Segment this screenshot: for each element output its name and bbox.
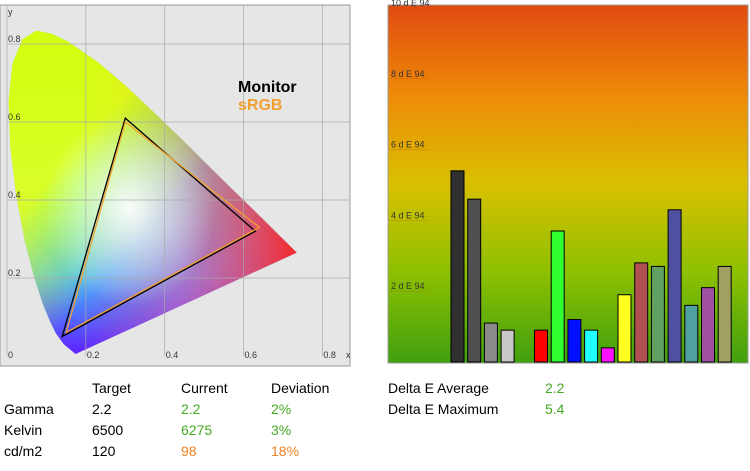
x-tick-label: 0 (8, 350, 13, 360)
y-tick-label: 6 d E 94 (391, 140, 425, 150)
bar (684, 304, 699, 363)
bar (617, 294, 632, 363)
delta-e-chart: 2 d E 94 4 d E 94 6 d E 94 8 d E 94 10 d E 9… (389, 0, 732, 363)
gamut-triangle (65, 120, 261, 334)
cell: 3% (271, 422, 291, 438)
y-tick-label: 0.2 (8, 268, 21, 278)
y-tick-label: 0.4 (8, 190, 21, 200)
row-label: Kelvin (4, 422, 42, 438)
column-header: Target (92, 380, 131, 396)
x-tick-label: 0.6 (245, 350, 258, 360)
y-tick-label: 10 d E 94 (391, 0, 430, 8)
cell: 6275 (181, 422, 212, 438)
cell: 98 (181, 443, 197, 459)
bar (701, 287, 715, 363)
y-tick-label: 0.8 (8, 34, 21, 44)
bar (550, 230, 565, 363)
summary-label: Delta E Maximum (388, 401, 498, 417)
cell: 120 (92, 443, 116, 459)
cell: 2% (271, 401, 291, 417)
y-tick-label: 2 d E 94 (391, 281, 425, 291)
x-tick-label: 0.4 (166, 350, 179, 360)
y-tick-label: 0.6 (8, 112, 21, 122)
row-label: cd/m2 (4, 443, 42, 459)
legend-entry: Monitor (238, 79, 297, 96)
bar (567, 319, 582, 363)
gamut-triangle (61, 116, 257, 338)
y-axis-label: y (8, 7, 13, 17)
x-tick-label: 0.8 (323, 350, 336, 360)
summary-label: Delta E Average (388, 380, 489, 396)
legend-entry: sRGB (238, 97, 282, 114)
results: Target Current Deviation Gamma 2.2 2.2 2% Kelvi… (4, 380, 565, 459)
cell: 2.2 (92, 401, 112, 417)
delta-e-panel (387, 4, 749, 364)
bar (450, 170, 465, 363)
x-axis-label: x (346, 350, 351, 360)
cell: 2.2 (181, 401, 201, 417)
summary-value: 2.2 (545, 380, 565, 396)
row-label: Gamma (4, 401, 54, 417)
bar (534, 329, 548, 363)
column-header: Deviation (271, 380, 329, 396)
cell: 6500 (92, 422, 123, 438)
bar (483, 322, 498, 363)
bar (650, 265, 665, 363)
bar (584, 329, 599, 363)
column-header: Current (181, 380, 228, 396)
bar (467, 198, 482, 363)
cell: 18% (271, 443, 299, 459)
bar (600, 347, 615, 363)
bar (634, 262, 649, 363)
x-tick-label: 0.2 (87, 350, 100, 360)
y-tick-label: 8 d E 94 (391, 69, 425, 79)
bar (500, 329, 515, 363)
bar (717, 265, 732, 363)
summary-value: 5.4 (545, 401, 565, 417)
bar (667, 209, 682, 363)
y-tick-label: 4 d E 94 (391, 210, 425, 220)
